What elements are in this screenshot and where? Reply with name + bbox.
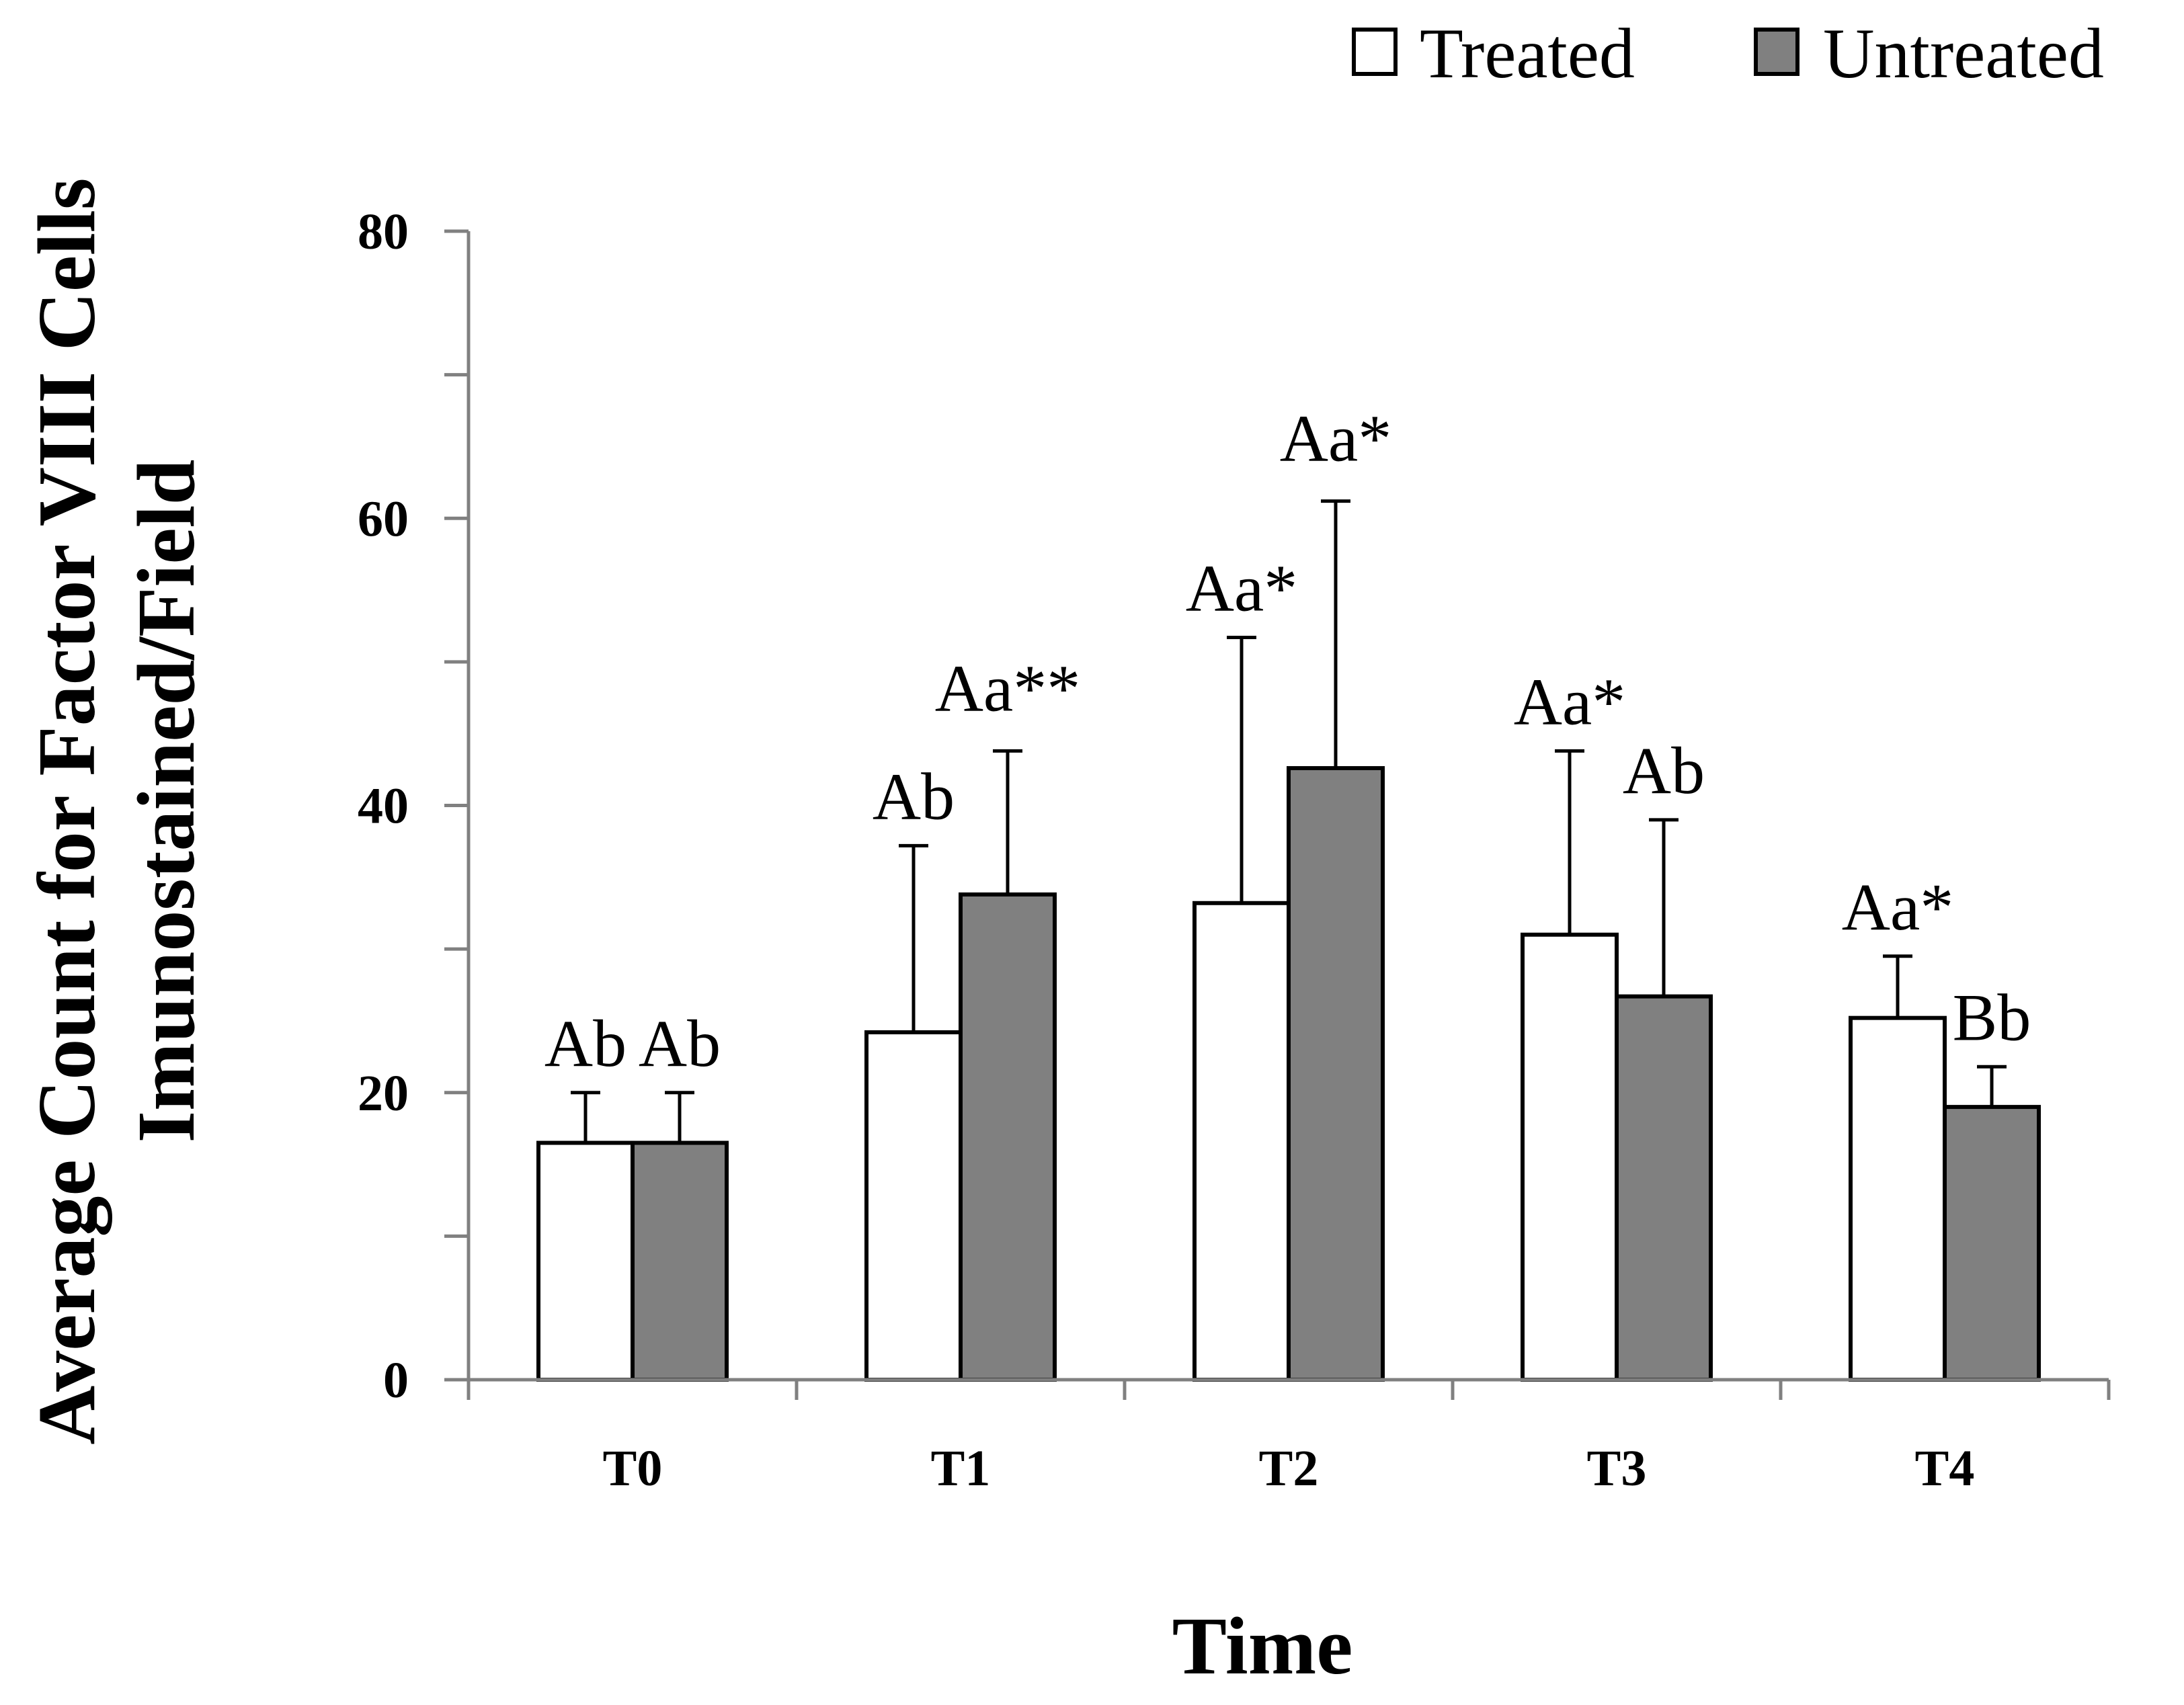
y-tick-label: 20 [358, 1065, 409, 1122]
significance-label: Ab [873, 759, 955, 833]
significance-label: Aa** [935, 651, 1081, 725]
y-tick-label: 0 [383, 1352, 409, 1409]
significance-label: Bb [1953, 980, 2031, 1054]
bar-untreated-t0 [631, 1140, 729, 1382]
bar-treated-t1 [864, 1030, 963, 1382]
x-tick-label: T4 [1915, 1440, 1975, 1497]
y-axis-title: Average Count for Factor VIII Cells Imun… [22, 157, 212, 1445]
significance-label: Aa* [1280, 401, 1392, 476]
bar-untreated-t1 [959, 892, 1057, 1382]
legend: Treated Untreated [1352, 14, 2104, 93]
significance-label: Ab [1623, 733, 1705, 808]
bar-treated-t0 [536, 1140, 635, 1382]
bar-untreated-t2 [1287, 765, 1385, 1382]
significance-label: Aa* [1842, 870, 1954, 944]
bar-untreated-t4 [1943, 1105, 2041, 1382]
y-ticks: 0 20 40 60 80 [358, 204, 469, 1409]
x-tick-label: T0 [603, 1440, 663, 1497]
y-axis-title-line-1: Average Count for Factor VIII Cells [22, 178, 112, 1445]
y-axis-title-line-2: Imunostained/Field [121, 460, 212, 1143]
y-tick-label: 40 [358, 778, 409, 835]
x-axis-title: Time [1172, 1601, 1353, 1692]
y-tick-label: 60 [358, 491, 409, 547]
legend-label-treated: Treated [1420, 14, 1635, 93]
bar-treated-t2 [1192, 901, 1291, 1382]
x-tick-label: T3 [1587, 1440, 1647, 1497]
y-tick-label: 80 [358, 204, 409, 260]
legend-label-untreated: Untreated [1823, 14, 2104, 93]
significance-label: Ab [544, 1006, 626, 1081]
legend-swatch-untreated [1754, 28, 1799, 76]
legend-swatch-treated [1352, 28, 1398, 76]
significance-label: Aa* [1186, 551, 1298, 626]
bar-untreated-t3 [1615, 994, 1713, 1382]
significance-label: Aa* [1514, 664, 1626, 739]
x-tick-label: T2 [1259, 1440, 1319, 1497]
x-tick-label: T1 [931, 1440, 991, 1497]
bar-treated-t4 [1849, 1015, 1947, 1382]
significance-label: Ab [639, 1006, 721, 1081]
bar-treated-t3 [1521, 932, 1619, 1382]
x-ticks: T0 T1 T2 T3 T4 [467, 1380, 2111, 1497]
